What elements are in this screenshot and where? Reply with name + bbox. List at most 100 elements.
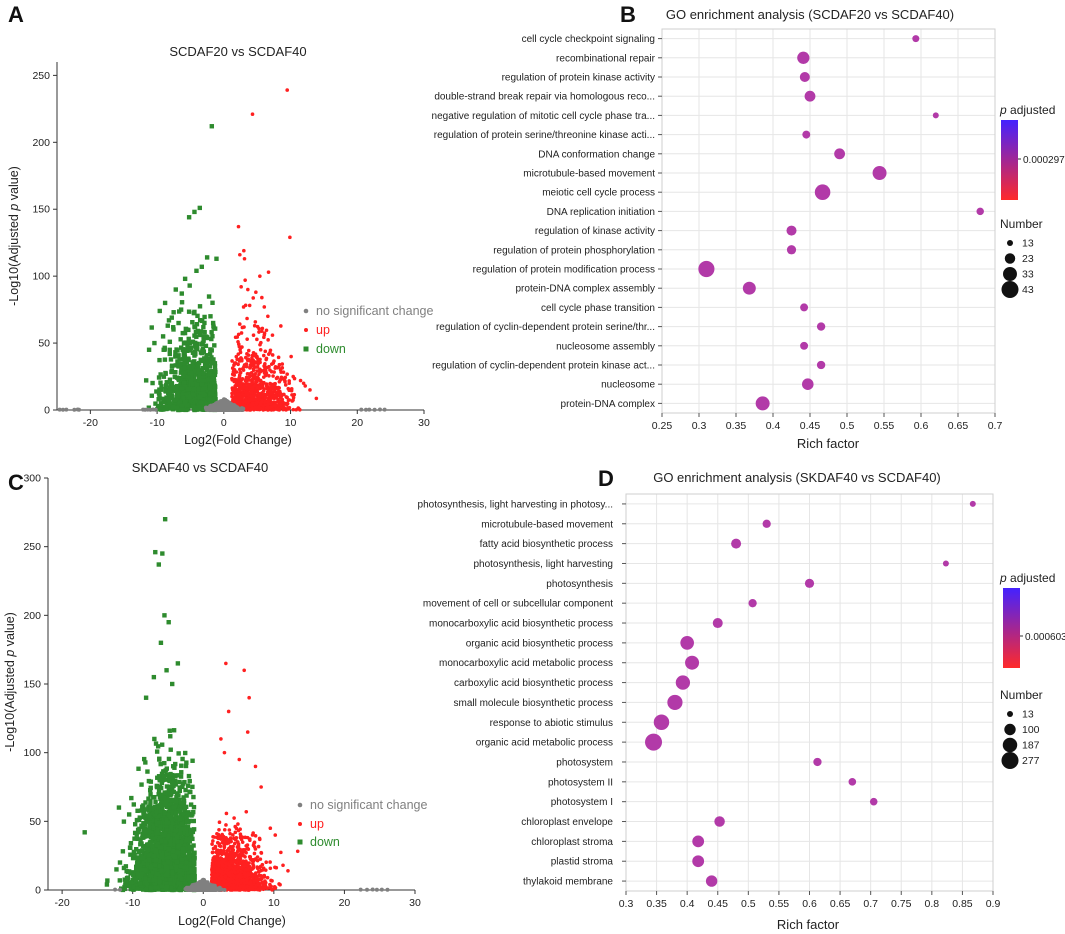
point-down bbox=[167, 393, 173, 398]
point-down bbox=[200, 397, 205, 403]
x-tick-label-c: 10 bbox=[268, 897, 280, 909]
point-up bbox=[266, 270, 271, 274]
point-up bbox=[262, 387, 267, 391]
point-up bbox=[235, 335, 240, 339]
point-down bbox=[162, 357, 168, 362]
point-down bbox=[208, 383, 213, 389]
point-up bbox=[240, 345, 244, 349]
point-down bbox=[164, 395, 169, 400]
point-down bbox=[162, 300, 168, 306]
point-down bbox=[188, 345, 194, 351]
point-up bbox=[269, 401, 273, 406]
point-up bbox=[245, 352, 249, 356]
point-down bbox=[154, 784, 160, 789]
point-down bbox=[171, 310, 176, 315]
size-legend-label-b: 43 bbox=[1022, 284, 1034, 296]
chart-title-a: SCDAF20 vs SCDAF40 bbox=[169, 44, 306, 59]
point-up bbox=[242, 325, 246, 329]
point-down bbox=[167, 347, 172, 353]
x-tick-label-b: 0.55 bbox=[874, 420, 895, 432]
y-tick-label-a: 200 bbox=[32, 137, 50, 149]
point-up bbox=[246, 348, 251, 353]
point-down bbox=[160, 334, 166, 339]
point-down bbox=[184, 396, 189, 401]
y-tick-label-c: 300 bbox=[23, 473, 41, 485]
point-ns bbox=[215, 403, 220, 408]
point-down bbox=[185, 344, 190, 349]
point-up bbox=[238, 367, 242, 372]
point-up bbox=[239, 331, 244, 335]
point-down bbox=[184, 360, 190, 365]
point-up bbox=[290, 393, 294, 397]
point-up bbox=[258, 347, 263, 352]
point-down bbox=[209, 124, 215, 129]
point-up bbox=[243, 278, 247, 282]
point-up bbox=[239, 381, 243, 386]
bubble-b bbox=[814, 184, 831, 200]
x-tick-label-b: 0.5 bbox=[840, 420, 855, 432]
point-up bbox=[255, 369, 260, 373]
point-up bbox=[279, 324, 283, 328]
point-down bbox=[176, 364, 182, 369]
point-down bbox=[173, 350, 178, 355]
x-tick-label-c: -20 bbox=[55, 897, 70, 909]
point-down bbox=[188, 398, 193, 403]
point-down bbox=[161, 399, 166, 405]
category-label-b: cell cycle checkpoint signaling bbox=[522, 34, 655, 45]
point-up bbox=[239, 378, 244, 383]
point-down bbox=[212, 326, 218, 331]
size-legend-label-b: 23 bbox=[1022, 253, 1034, 265]
y-tick-label-c: 250 bbox=[23, 541, 41, 553]
point-down bbox=[176, 353, 181, 358]
point-down bbox=[128, 840, 134, 846]
bubble-b bbox=[786, 245, 797, 255]
size-legend-title-b: Number bbox=[1000, 217, 1043, 231]
bubble-b bbox=[834, 148, 846, 160]
point-up bbox=[278, 368, 283, 372]
point-down bbox=[172, 374, 177, 380]
point-ns bbox=[208, 406, 213, 411]
point-up bbox=[238, 347, 242, 352]
category-label-b: DNA conformation change bbox=[538, 149, 655, 160]
point-down bbox=[199, 264, 204, 269]
point-down bbox=[184, 407, 190, 412]
category-label-b: nucleosome bbox=[601, 380, 655, 391]
point-down bbox=[196, 360, 202, 366]
point-up bbox=[257, 386, 261, 391]
point-down bbox=[192, 341, 198, 347]
point-up bbox=[257, 372, 261, 377]
point-up bbox=[243, 303, 248, 308]
panel-b: B GO enrichment analysis (SCDAF20 vs SCD… bbox=[432, 2, 1065, 451]
point-down bbox=[149, 393, 155, 398]
legend-label-ns-a: no significant change bbox=[316, 304, 433, 318]
point-down bbox=[166, 318, 172, 323]
point-up bbox=[232, 397, 236, 402]
point-up bbox=[237, 359, 242, 363]
point-up bbox=[245, 337, 249, 341]
point-up bbox=[280, 362, 285, 366]
point-up bbox=[245, 372, 250, 376]
point-down bbox=[209, 348, 214, 353]
x-axis-label-b: Rich factor bbox=[797, 436, 860, 451]
point-up bbox=[253, 397, 258, 402]
bubble-b bbox=[802, 130, 811, 139]
point-down bbox=[163, 383, 169, 388]
x-tick-label-c: 20 bbox=[339, 897, 351, 909]
point-down bbox=[184, 392, 189, 398]
y-tick-label-c: 50 bbox=[29, 816, 41, 828]
point-down bbox=[186, 773, 192, 779]
point-up bbox=[243, 355, 248, 360]
category-label-b: protein-DNA complex bbox=[561, 399, 655, 410]
point-down bbox=[174, 347, 179, 352]
point-down bbox=[154, 389, 159, 394]
size-legend-circle-b bbox=[1007, 240, 1013, 246]
point-up bbox=[254, 402, 259, 406]
point-down bbox=[186, 309, 192, 314]
panel-label-b: B bbox=[620, 2, 636, 27]
point-down bbox=[197, 394, 202, 400]
category-label-b: meiotic cell cycle process bbox=[542, 188, 655, 199]
point-up bbox=[298, 378, 303, 383]
point-down bbox=[158, 372, 163, 377]
point-down bbox=[185, 386, 190, 392]
point-up bbox=[279, 392, 283, 396]
